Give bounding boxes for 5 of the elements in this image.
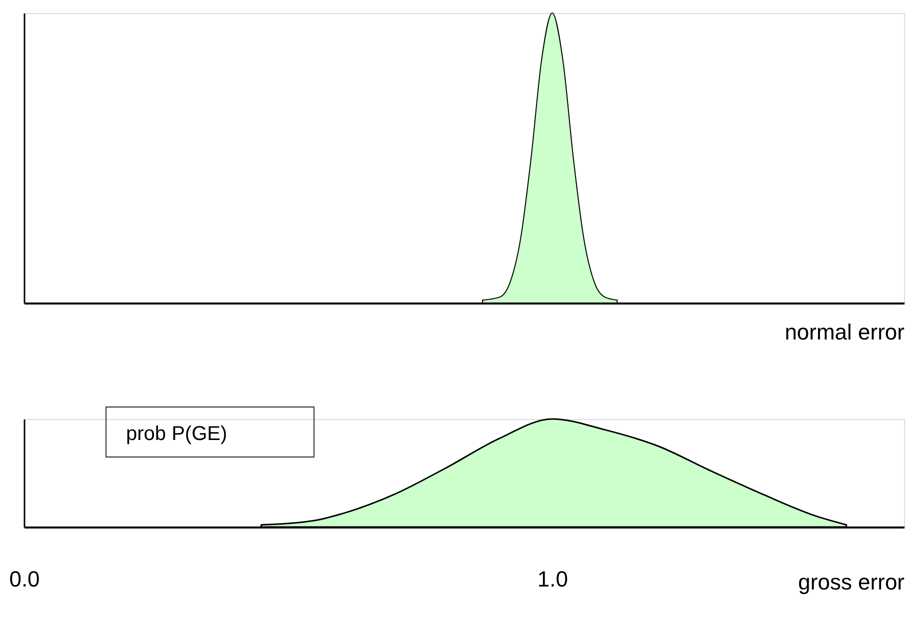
x-axis-title: gross error [798,570,904,594]
x-tick-label: 0.0 [9,566,40,592]
x-axis-title: normal error [784,320,904,344]
annotation: prob P(GE) [126,423,228,445]
x-tick-label: 1.0 [537,566,568,592]
